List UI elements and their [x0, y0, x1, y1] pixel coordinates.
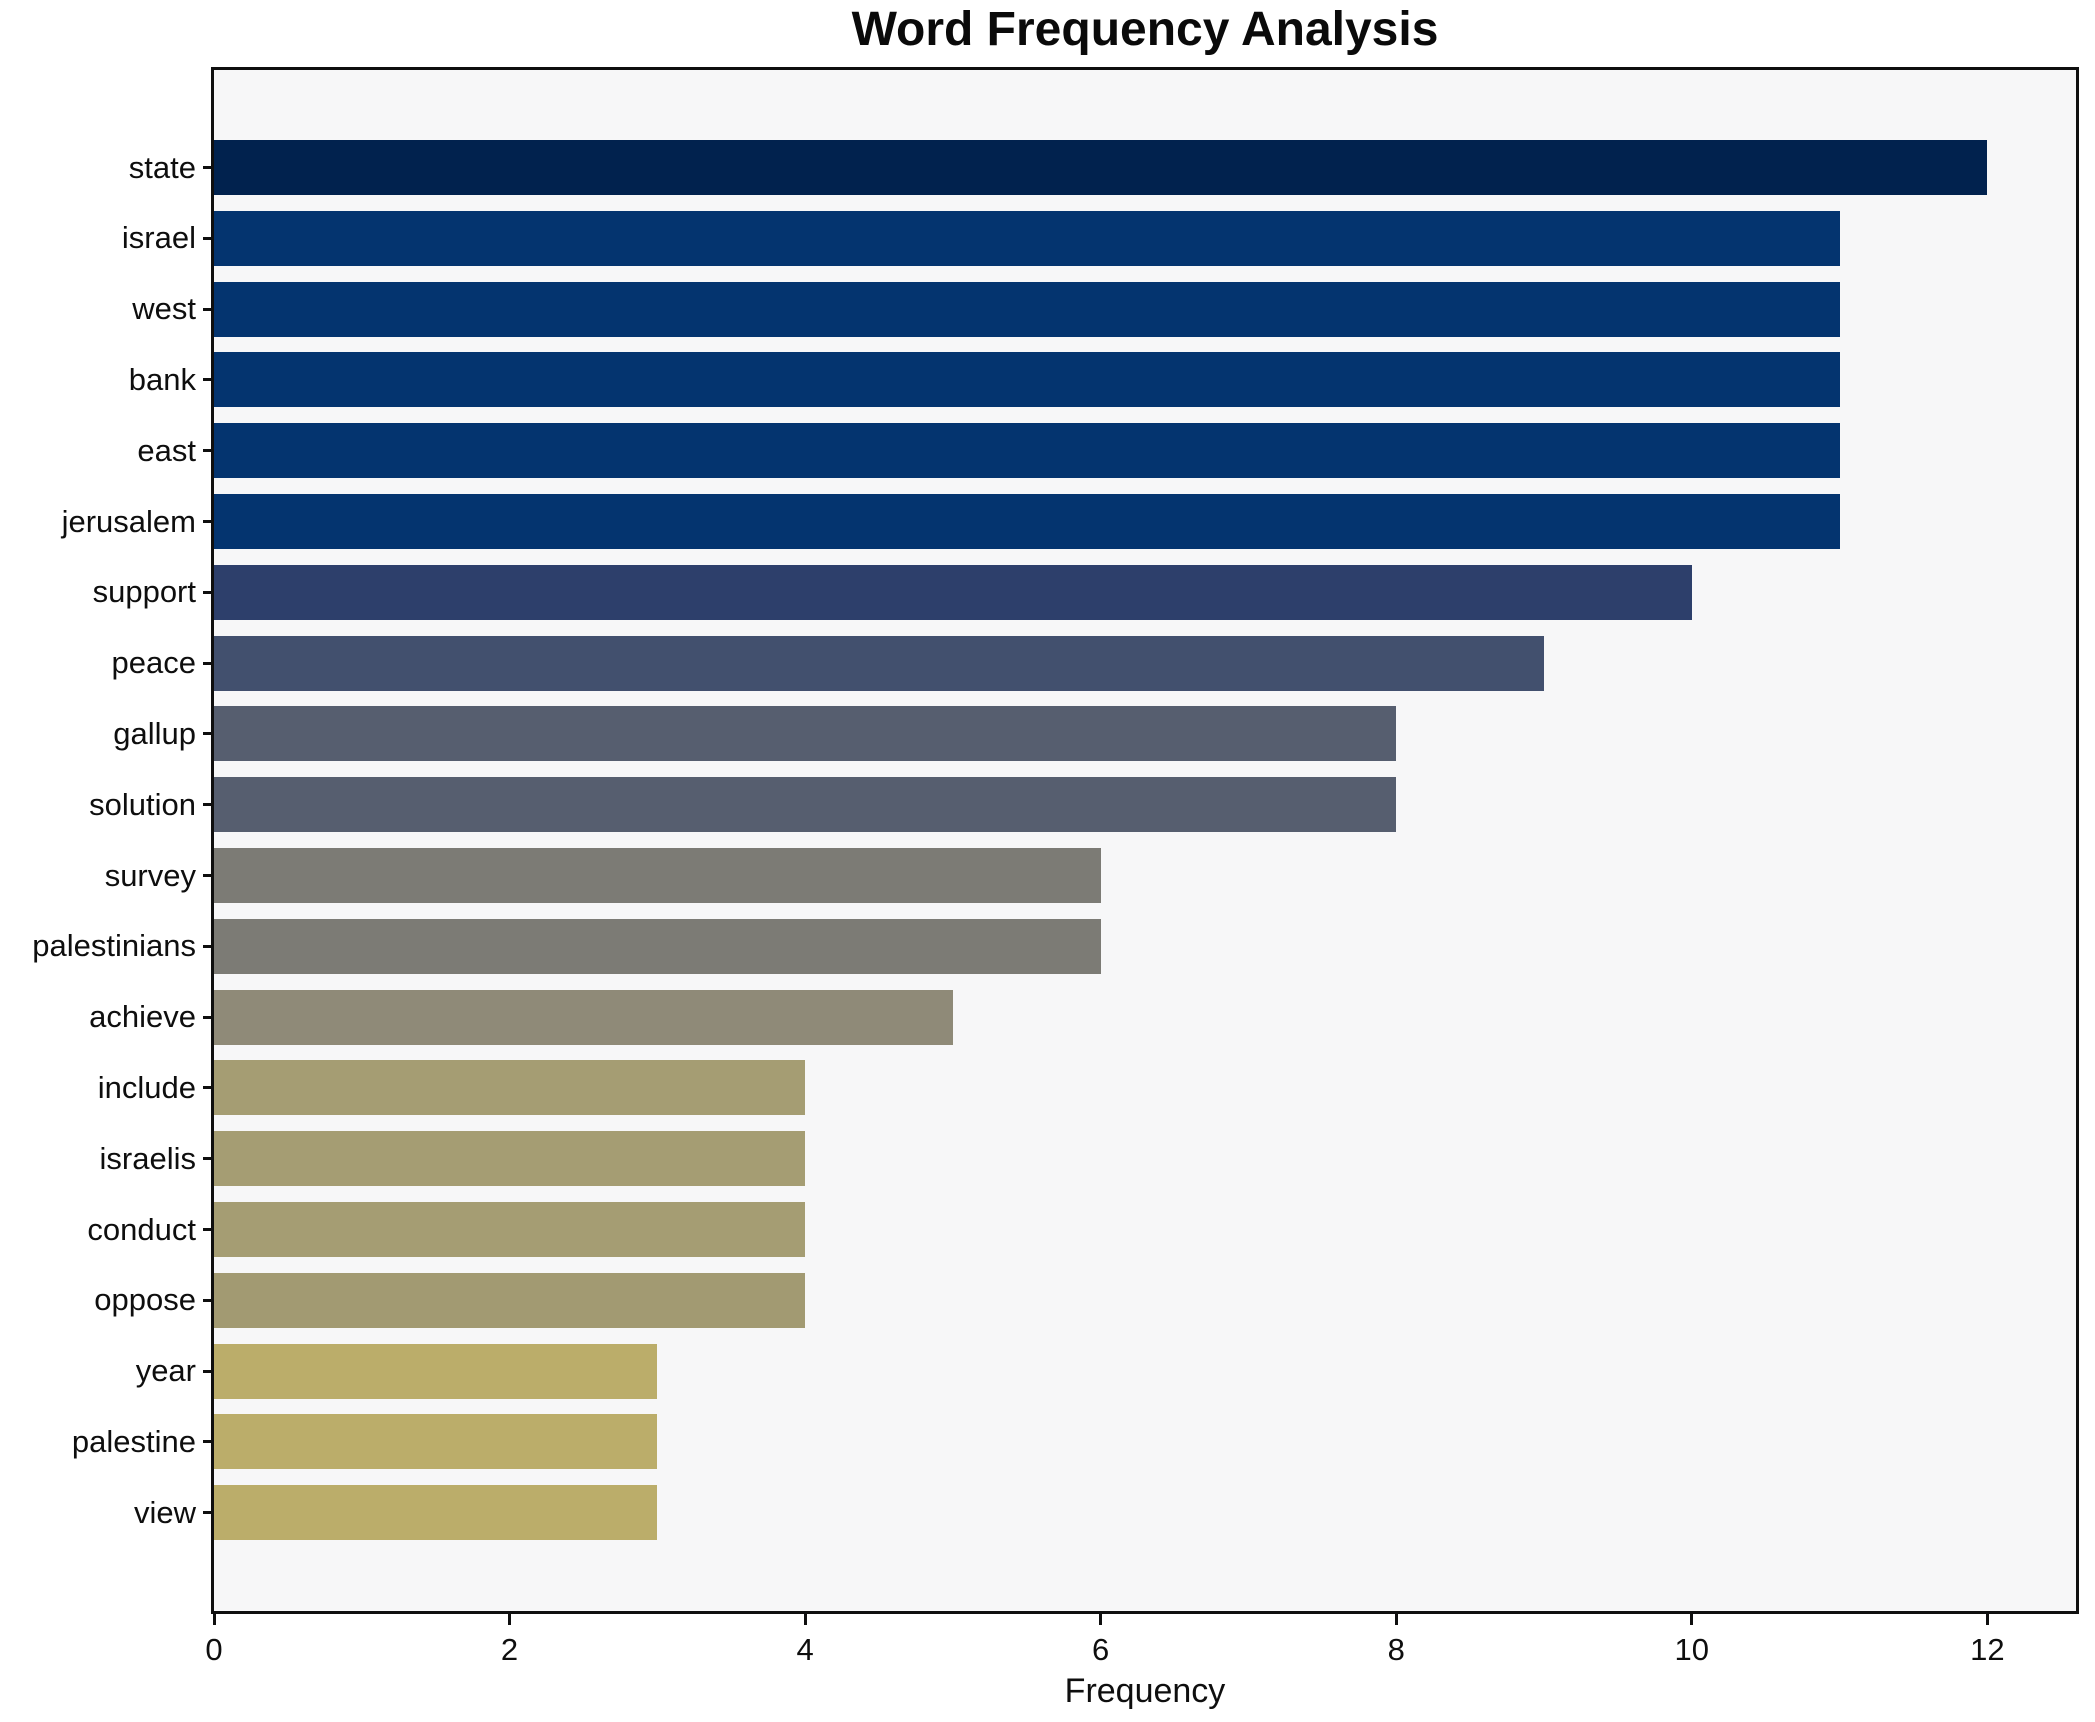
bar-bank [214, 352, 1840, 408]
bar-palestine [214, 1414, 658, 1470]
bar-east [214, 423, 1840, 479]
x-tick-mark [803, 1614, 807, 1625]
x-tick-label-6: 6 [1092, 1632, 1110, 1667]
y-tick-label-israelis: israelis [99, 1140, 196, 1176]
bar-west [214, 281, 1840, 337]
bar-state [214, 140, 1988, 195]
y-tick-mark [203, 661, 214, 665]
y-tick-label-solution: solution [89, 786, 196, 822]
y-tick-label-conduct: conduct [87, 1211, 196, 1247]
y-tick-mark [203, 520, 214, 523]
y-tick-label-palestine: palestine [71, 1423, 196, 1459]
y-tick-label-include: include [97, 1069, 196, 1105]
y-tick-label-year: year [135, 1353, 196, 1389]
bar-palestinians [214, 918, 1101, 974]
bar-gallup [214, 706, 1397, 762]
y-tick-mark [203, 1015, 214, 1019]
x-tick-mark [1985, 1614, 1989, 1625]
y-tick-label-palestinians: palestinians [32, 928, 196, 964]
y-tick-mark [203, 1511, 214, 1515]
y-tick-label-support: support [92, 574, 196, 610]
y-tick-label-survey: survey [104, 857, 196, 893]
bar-solution [214, 777, 1397, 833]
y-tick-mark [203, 307, 214, 311]
y-tick-mark [203, 732, 214, 736]
x-tick-mark [1394, 1614, 1398, 1625]
y-tick-mark [203, 803, 214, 807]
x-tick-mark [1099, 1614, 1103, 1625]
y-tick-mark [203, 1369, 214, 1373]
y-tick-label-state: state [128, 149, 196, 185]
bar-survey [214, 848, 1101, 903]
y-tick-label-israel: israel [121, 220, 196, 256]
y-tick-mark [203, 1440, 214, 1444]
x-tick-label-2: 2 [500, 1632, 519, 1667]
x-tick-label-0: 0 [205, 1632, 223, 1667]
x-tick-label-8: 8 [1387, 1632, 1405, 1667]
bar-achieve [214, 989, 953, 1045]
y-tick-label-west: west [132, 291, 196, 327]
bar-include [214, 1060, 806, 1116]
y-tick-mark [203, 1228, 214, 1231]
bar-peace [214, 635, 1544, 691]
y-tick-mark [203, 944, 214, 948]
y-tick-mark [203, 1298, 214, 1302]
x-axis-label: Frequency [1064, 1672, 1226, 1710]
plot-area [211, 67, 2079, 1614]
y-tick-label-oppose: oppose [94, 1282, 196, 1318]
y-tick-mark [203, 590, 214, 594]
x-tick-mark [508, 1614, 512, 1625]
y-tick-mark [203, 378, 214, 382]
y-tick-label-achieve: achieve [89, 999, 196, 1035]
x-tick-label-4: 4 [796, 1632, 814, 1667]
y-tick-label-peace: peace [111, 645, 196, 681]
chart-title: Word Frequency Analysis [851, 3, 1439, 56]
bar-support [214, 564, 1692, 620]
bar-jerusalem [214, 494, 1840, 549]
y-tick-mark [203, 166, 214, 169]
y-tick-label-jerusalem: jerusalem [61, 503, 196, 539]
y-tick-label-east: east [137, 432, 196, 468]
y-tick-mark [203, 449, 214, 453]
y-tick-label-bank: bank [128, 361, 196, 397]
y-tick-mark [203, 1086, 214, 1090]
x-tick-label-10: 10 [1674, 1632, 1710, 1667]
bar-view [214, 1485, 658, 1541]
bar-year [214, 1343, 658, 1399]
bar-israelis [214, 1131, 806, 1187]
bar-israel [214, 210, 1840, 266]
y-tick-label-gallup: gallup [113, 715, 196, 751]
x-tick-mark [1690, 1614, 1694, 1625]
y-tick-mark [203, 236, 214, 240]
bar-conduct [214, 1202, 806, 1257]
y-tick-label-view: view [133, 1494, 196, 1530]
y-tick-mark [203, 874, 214, 877]
y-tick-mark [203, 1157, 214, 1161]
x-tick-label-12: 12 [1970, 1632, 2005, 1667]
x-tick-mark [212, 1614, 216, 1625]
bar-oppose [214, 1272, 806, 1328]
